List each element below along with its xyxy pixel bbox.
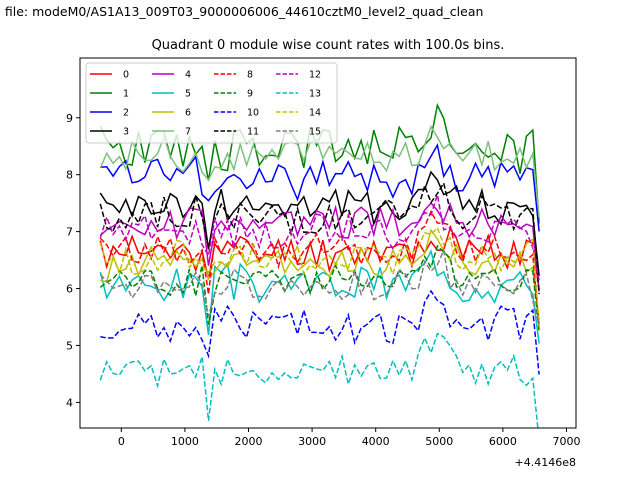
x-tick-label: 0: [118, 435, 125, 448]
axes-frame: [79, 57, 577, 429]
series-line-8: [99, 209, 540, 328]
chart-title: Quadrant 0 module wise count rates with …: [152, 38, 505, 53]
legend-label-0: 0: [123, 70, 129, 81]
legend-label-13: 13: [309, 89, 321, 100]
x-tick-label: 6000: [489, 435, 517, 448]
series-line-11: [99, 181, 540, 295]
legend-label-15: 15: [309, 127, 321, 138]
series-layer: [99, 102, 540, 428]
y-tick-label: 9: [66, 112, 73, 125]
series-line-10: [100, 289, 540, 375]
legend-label-3: 3: [123, 127, 129, 138]
legend-label-11: 11: [247, 127, 259, 138]
plot-area: 0 1000 2000 3000 4000 5000 6000 7000 4 5 6 7 8 9 +4.…: [66, 57, 580, 469]
legend-label-6: 6: [185, 108, 191, 119]
legend-label-14: 14: [309, 108, 321, 119]
legend-label-10: 10: [247, 108, 259, 119]
x-axis: 0 1000 2000 3000 4000 5000 6000 7000: [118, 428, 580, 448]
y-tick-label: 8: [66, 169, 73, 182]
series-line-12: [99, 194, 540, 281]
x-offset-label: +4.4146e8: [515, 456, 576, 469]
series-line-9: [99, 244, 540, 332]
legend-label-2: 2: [123, 108, 129, 119]
figure-suptitle: n file: modeM0/AS1A13_009T03_9000006006_…: [0, 4, 483, 19]
series-line-14: [99, 226, 540, 327]
y-tick-label: 6: [66, 283, 73, 296]
series-line-6: [100, 228, 540, 321]
y-axis: 4 5 6 7 8 9: [66, 112, 80, 409]
legend-label-1: 1: [123, 89, 129, 100]
x-tick-label: 7000: [552, 435, 580, 448]
series-line-7: [99, 124, 540, 218]
series-line-2: [100, 142, 540, 232]
legend-label-7: 7: [185, 127, 191, 138]
series-line-13: [99, 332, 539, 428]
x-tick-label: 1000: [171, 435, 199, 448]
legend-label-8: 8: [247, 70, 253, 81]
series-line-3: [99, 170, 540, 277]
y-tick-label: 5: [66, 339, 73, 352]
legend-label-12: 12: [309, 70, 321, 81]
series-line-5: [99, 249, 540, 344]
x-tick-label: 4000: [362, 435, 390, 448]
legend-label-5: 5: [185, 89, 191, 100]
series-line-15: [99, 247, 540, 325]
legend-label-4: 4: [185, 70, 191, 81]
legend-frame: [85, 62, 338, 144]
y-tick-label: 4: [66, 396, 73, 409]
x-tick-label: 2000: [235, 435, 263, 448]
x-tick-label: 5000: [425, 435, 453, 448]
x-tick-label: 3000: [298, 435, 326, 448]
legend-label-9: 9: [247, 89, 253, 100]
y-tick-label: 7: [66, 226, 73, 239]
series-line-4: [99, 201, 540, 292]
